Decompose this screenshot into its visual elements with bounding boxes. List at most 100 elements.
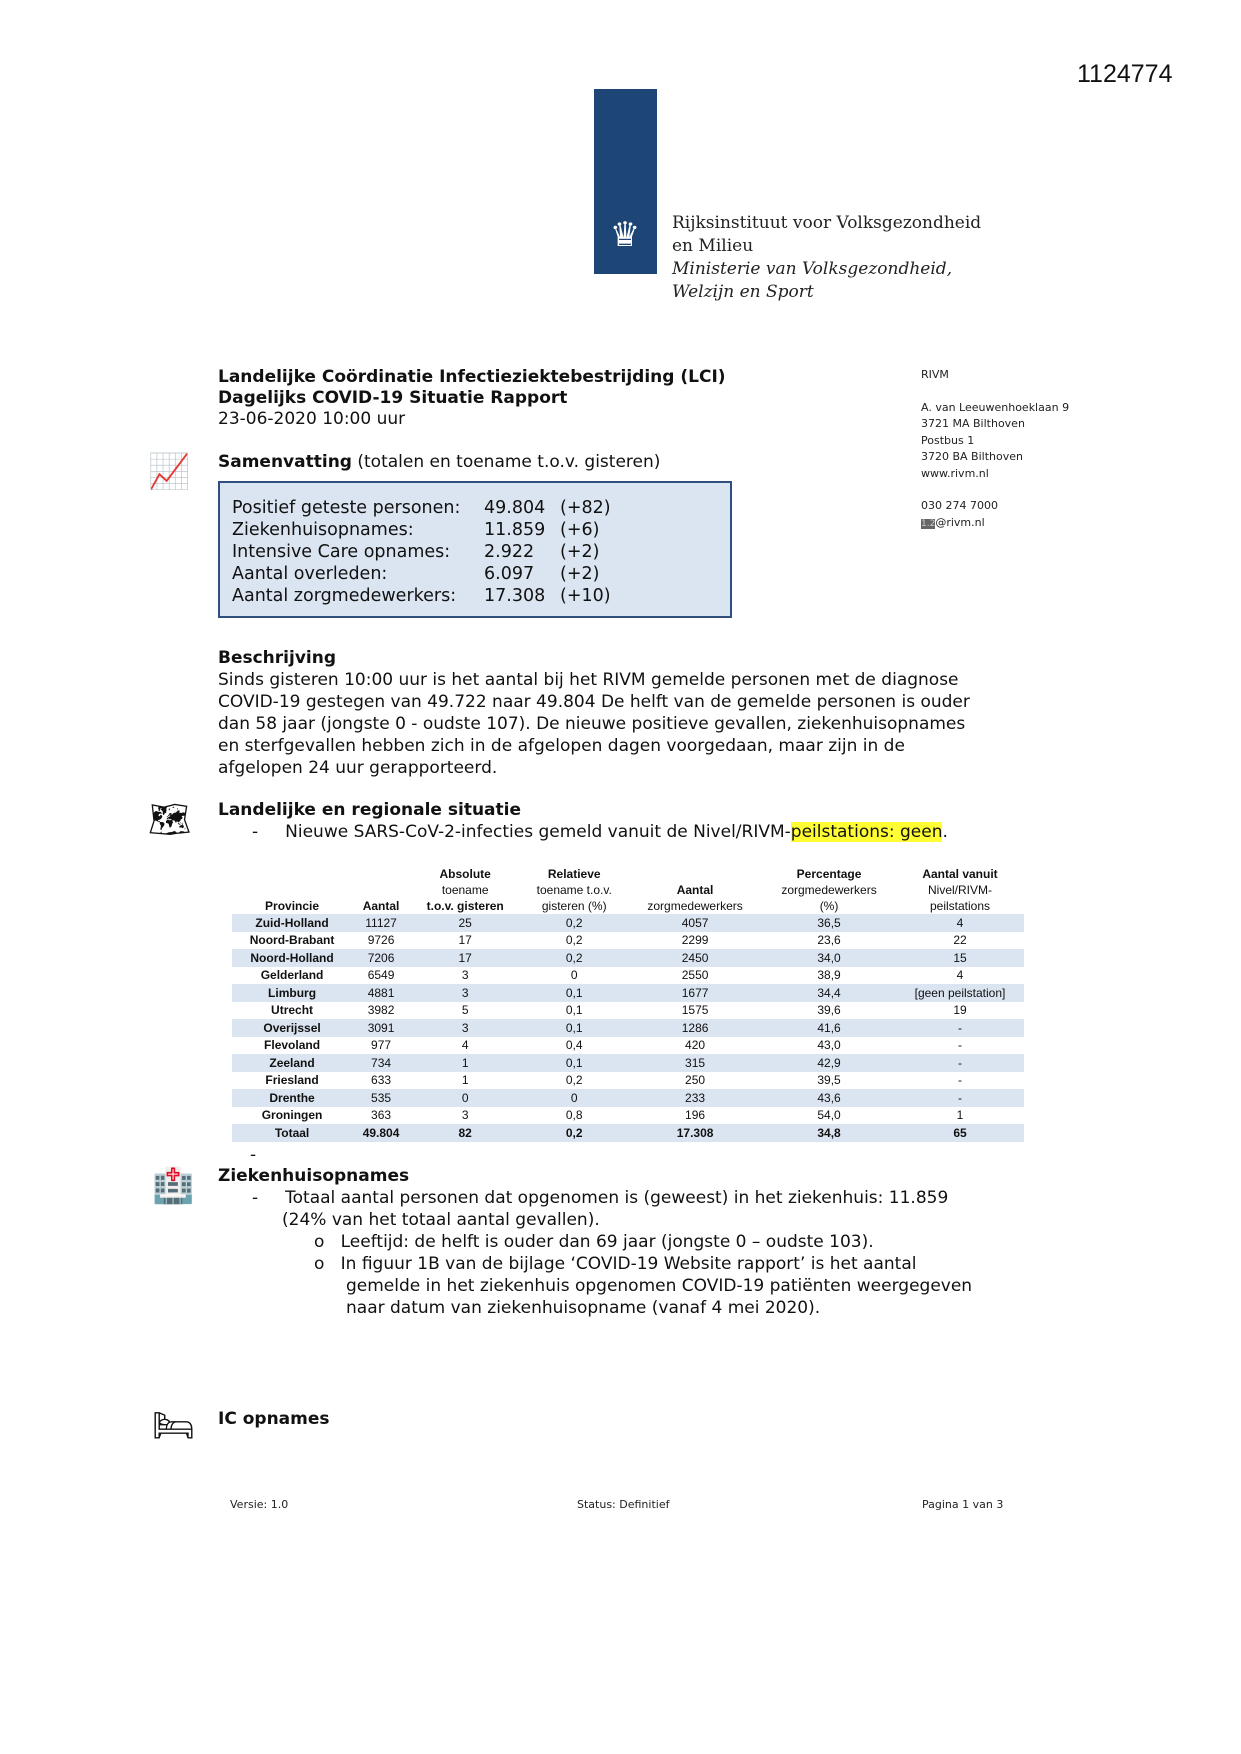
redaction-mark: 1.2 [921, 518, 936, 529]
summary-subtitle: (totalen en toename t.o.v. gisteren) [357, 452, 661, 472]
table-cell: 233 [628, 1089, 763, 1107]
header-line1: Landelijke Coördinatie Infectieziektebes… [218, 367, 726, 387]
summary-row: Aantal zorgmedewerkers: 17.308 (+10) [232, 585, 718, 607]
description-line: en sterfgevallen hebben zich in de afgel… [218, 736, 905, 756]
bullet-end: . [942, 822, 948, 842]
table-cell: 0 [570, 968, 578, 983]
address-city: 3721 MA Bilthoven [921, 417, 1025, 430]
regional-title: Landelijke en regionale situatie [218, 800, 522, 820]
regional-bullet: - Nieuwe SARS-CoV-2-infecties gemeld van… [252, 822, 948, 842]
table-cell: 41,6 [762, 1019, 896, 1037]
table-cell: 15 [896, 949, 1024, 967]
description-line: dan 58 jaar (jongste 0 - oudste 107). De… [218, 714, 966, 734]
chart-trend-icon: 📈 [148, 452, 191, 492]
header-date: 23-06-2020 10:00 uur [218, 409, 406, 429]
table-cell: [geen peilstation] [896, 984, 1024, 1002]
header-line: Aantal vanuit [922, 867, 998, 881]
table-row: Zeeland 734 1 0,1 315 42,9- [232, 1054, 1024, 1072]
table-row: Groningen 363 3 0,8 196 54,0 1 [232, 1107, 1024, 1125]
description-line: COVID-19 gestegen van 49.722 naar 49.804… [218, 692, 970, 712]
province-cell: Noord-Holland [232, 949, 353, 967]
summary-value: 17.308 [484, 586, 546, 606]
table-cell: 9726 [367, 933, 395, 948]
table-row: Utrecht 3982 5 0,1 1575 39,6 19 [232, 1002, 1024, 1020]
table-cell: 196 [685, 1108, 706, 1123]
table-row: Noord-Brabant 9726 17 0,2 2299 23,6 22 [232, 932, 1024, 950]
table-cell: 1575 [681, 1003, 709, 1018]
table-cell: 4 [956, 968, 964, 983]
province-cell: Flevoland [264, 1038, 321, 1053]
column-header: Aantal zorgmedewerkers [628, 866, 762, 914]
table-cell: 43,6 [762, 1089, 896, 1107]
province-cell: Gelderland [260, 968, 324, 983]
table-cell: 0,2 [565, 933, 583, 948]
table-cell: 22 [953, 933, 967, 948]
table-row: Gelderland 6549 3 0 2550 38,9 4 [232, 967, 1024, 985]
table-cell: 420 [685, 1038, 706, 1053]
table-cell: 0,2 [520, 949, 629, 967]
table-row: Zuid-Holland 11127 25 0,2 4057 36,5 4 [232, 914, 1024, 932]
ic-bed-icon: 🛏 [152, 1406, 196, 1446]
table-cell: 1 [410, 1054, 521, 1072]
province-cell: Overijssel [232, 1019, 353, 1037]
column-header: Relatieve toename t.o.v. gisteren (%) [520, 866, 628, 914]
table-cell: 1 [461, 1073, 469, 1088]
province-cell: Utrecht [271, 1003, 314, 1018]
table-cell: - [896, 1089, 1024, 1107]
header-line: Provincie [265, 899, 320, 913]
header-line: toename t.o.v. [536, 883, 612, 897]
table-cell: 977 [371, 1038, 392, 1053]
document-id: 1124774 [1077, 60, 1173, 88]
summary-title: Samenvatting [218, 452, 352, 472]
sub-bullet: o In figuur 1B van de bijlage ‘COVID-19 … [314, 1254, 917, 1274]
summary-row: Intensive Care opnames: 2.922 (+2) [232, 541, 718, 563]
table-row: Noord-Holland 7206 17 0,2 2450 34,0 15 [232, 949, 1024, 967]
table-cell: 42,9 [762, 1054, 896, 1072]
table-row: Friesland 633 1 0,2 250 39,5 - [232, 1072, 1024, 1090]
header-line: toename [441, 883, 489, 897]
sub-bullet-text: naar datum van ziekenhuisopname (vanaf 4… [346, 1298, 821, 1318]
table-cell: - [896, 1054, 1024, 1072]
summary-row: Ziekenhuisopnames: 11.859 (+6) [232, 519, 718, 541]
table-cell: 39,5 [817, 1073, 841, 1088]
logo-ministry2: Welzijn en Sport [672, 282, 814, 302]
address-name: RIVM [921, 368, 949, 381]
table-cell: 7206 [352, 949, 411, 967]
table-cell: 0 [520, 1089, 629, 1107]
table-cell: 2299 [681, 933, 709, 948]
table-cell: 3 [461, 968, 469, 983]
hospital-bullet: - Totaal aantal personen dat opgenomen i… [252, 1188, 949, 1208]
description-title: Beschrijving [218, 648, 337, 668]
table-row: Flevoland 977 4 0,4 420 43,0 - [232, 1037, 1024, 1055]
address-email[interactable]: @rivm.nl [935, 515, 985, 529]
summary-delta: (+82) [560, 498, 611, 518]
column-header: Percentage zorgmedewerkers (%) [762, 866, 896, 914]
total-cell: Totaal [232, 1124, 353, 1142]
table-cell: 250 [685, 1073, 706, 1088]
sub-bullet-text: gemelde in het ziekenhuis opgenomen COVI… [346, 1276, 973, 1296]
total-cell: 82 [410, 1124, 521, 1142]
summary-label: Positief geteste personen: [232, 498, 461, 518]
bullet-text: Totaal aantal personen dat opgenomen is … [285, 1188, 949, 1208]
table-cell: 19 [953, 1003, 967, 1018]
ic-title: IC opnames [218, 1409, 330, 1429]
column-header: Aantal vanuit Nivel/RIVM-peilstations [896, 866, 1024, 914]
table-cell: 39,6 [817, 1003, 841, 1018]
address-web[interactable]: www.rivm.nl [921, 466, 989, 480]
table-cell: - [896, 1019, 1024, 1037]
table-cell: 0,1 [520, 1019, 629, 1037]
summary-delta: (+2) [560, 564, 600, 584]
summary-label: Ziekenhuisopnames: [232, 520, 414, 540]
province-cell: Zeeland [232, 1054, 353, 1072]
table-row: Overijssel 3091 3 0,1 1286 41,6- [232, 1019, 1024, 1037]
footer-page: Pagina 1 van 3 [922, 1498, 1004, 1511]
table-cell: 11127 [352, 914, 411, 932]
footer-status: Status: Definitief [577, 1498, 670, 1511]
table-cell: 4 [461, 1038, 469, 1053]
header-line: Percentage [796, 867, 862, 881]
summary-delta: (+6) [560, 520, 600, 540]
address-postcity: 3720 BA Bilthoven [921, 450, 1023, 463]
province-cell: Groningen [261, 1108, 323, 1123]
summary-label: Aantal overleden: [232, 564, 388, 584]
regional-section: Landelijke en regionale situatie - Nieuw… [218, 799, 948, 843]
